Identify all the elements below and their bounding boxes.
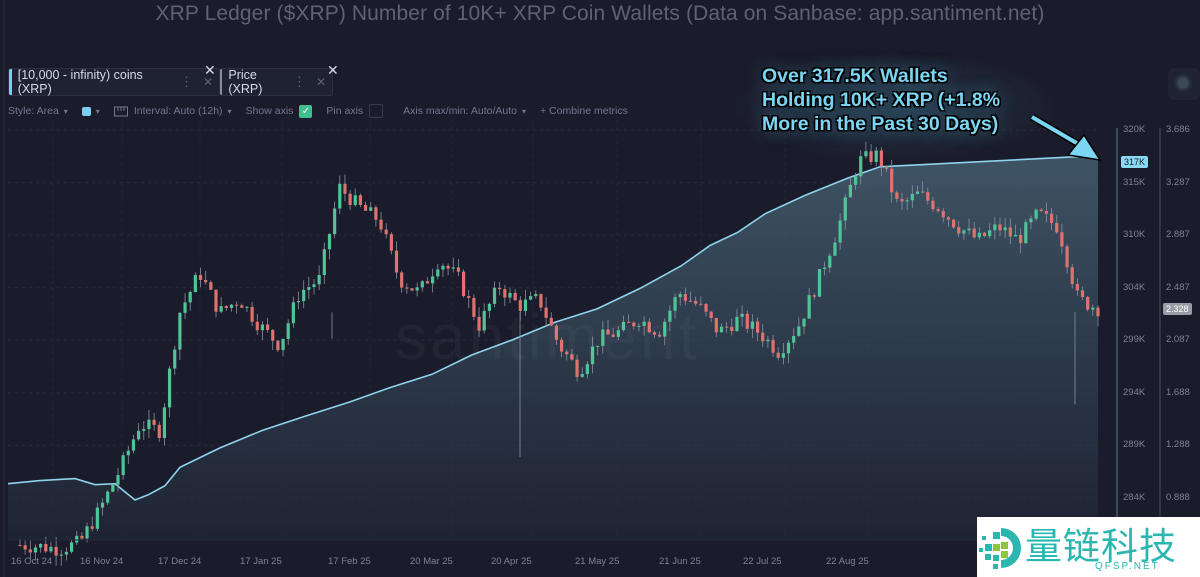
chart-toolbar: Style: Area ▾ ▾ Interval: Auto (12h) ▾ Sho… <box>8 104 642 118</box>
right-axis-tick: 1.288 <box>1166 439 1190 451</box>
right-axis-tick: 1.688 <box>1166 386 1190 398</box>
x-axis-tick: 17 Feb 25 <box>328 556 371 567</box>
current-price-tag: 2.328 <box>1163 303 1192 315</box>
annotation-line: Over 317.5K Wallets <box>762 65 948 87</box>
axis-maxmin-dropdown[interactable]: Axis max/min: Auto/Auto ▾ <box>403 105 526 117</box>
checkbox-checked-icon[interactable]: ✓ <box>299 104 313 118</box>
right-axis-tick: 3.686 <box>1166 124 1190 135</box>
annotation-text: Over 317.5K Wallets Holding 10K+ XRP (+1… <box>762 64 1000 136</box>
show-axis-toggle[interactable]: Show axis ✓ <box>245 104 313 118</box>
left-axis-tick: 310K <box>1123 229 1146 241</box>
wallets-area-series <box>7 154 1099 540</box>
logo-text-cn: 量链科技 <box>1025 525 1177 568</box>
logo-text-en: QFSP.NET <box>1095 561 1160 572</box>
logo: 量链科技 QFSP.NET <box>977 517 1200 577</box>
side-panel-button[interactable] <box>1168 68 1200 100</box>
x-axis-tick: 22 Jul 25 <box>743 556 782 567</box>
series-color-bar <box>220 69 223 95</box>
x-axis-tick: 16 Oct 24 <box>11 556 53 567</box>
series-color-bar <box>9 69 12 95</box>
color-picker[interactable]: ▾ <box>81 106 100 116</box>
annotation-arrow <box>1030 115 1082 147</box>
x-axis-tick: 20 Mar 25 <box>410 556 453 567</box>
left-axis-tick: 320K <box>1123 124 1146 135</box>
chevron-down-icon: ▾ <box>95 106 100 116</box>
metric-chip-price[interactable]: Price (XRP) ⋮ ✕ <box>219 68 333 96</box>
left-axis-tick: 284K <box>1123 492 1146 503</box>
annotation-line: More in the Past 30 Days) <box>762 113 999 135</box>
price-candlestick-series <box>18 141 1100 566</box>
kebab-icon[interactable]: ⋮ <box>292 74 306 89</box>
axis-maxmin-label: Axis max/min: Auto/Auto <box>403 105 517 117</box>
kebab-icon[interactable]: ⋮ <box>179 74 193 89</box>
right-axis-tick: 0.888 <box>1166 492 1190 503</box>
pin-axis-toggle[interactable]: Pin axis <box>326 104 384 118</box>
x-axis-tick: 17 Jan 25 <box>240 556 282 567</box>
interval-label: Interval: Auto (12h) <box>133 105 223 117</box>
close-icon[interactable]: ✕ <box>315 75 326 89</box>
annotation-arrowhead <box>1066 133 1102 161</box>
color-swatch <box>81 106 91 116</box>
combine-metrics-button[interactable]: + Combine metrics <box>540 105 628 117</box>
x-axis-tick: 22 Aug 25 <box>826 556 869 567</box>
x-axis-tick: 17 Dec 24 <box>158 556 202 567</box>
chevron-down-icon: ▾ <box>63 106 68 116</box>
checkbox-unchecked-icon[interactable] <box>369 104 384 118</box>
left-axis-tick: 294K <box>1123 386 1146 398</box>
metric-chip-label: Price (XRP) <box>228 68 263 96</box>
x-axis-tick: 16 Nov 24 <box>80 556 124 567</box>
left-axis-tick: 299K <box>1123 334 1146 346</box>
interval-dropdown[interactable]: Interval: Auto (12h) ▾ <box>113 105 232 117</box>
remove-metric-wallets-icon[interactable]: ✕ <box>204 62 216 78</box>
left-axis-tick: 304K <box>1123 281 1146 293</box>
watermark: santiment <box>395 300 699 374</box>
pin-axis-label: Pin axis <box>326 105 364 117</box>
current-wallets-tag: 317K <box>1121 156 1149 168</box>
chevron-down-icon: ▾ <box>227 106 232 116</box>
right-axis-tick: 2.487 <box>1166 281 1190 293</box>
chart-title: XRP Ledger ($XRP) Number of 10K+ XRP Coi… <box>155 2 1045 25</box>
chevron-down-icon: ▾ <box>521 106 526 116</box>
style-dropdown[interactable]: Style: Area ▾ <box>8 105 68 117</box>
metric-chip-label: [10,000 - infinity) coins (XRP) <box>17 68 143 96</box>
remove-metric-price-icon[interactable]: ✕ <box>327 62 339 78</box>
right-axis-tick: 2.087 <box>1166 334 1190 346</box>
left-axis-tick: 289K <box>1123 439 1146 451</box>
right-axis-tick: 3.287 <box>1166 176 1190 188</box>
left-axis-tick: 315K <box>1123 176 1146 188</box>
x-axis-tick: 21 May 25 <box>575 556 620 567</box>
style-label: Style: Area <box>8 105 59 117</box>
x-axis-tick: 20 Apr 25 <box>491 556 532 567</box>
right-axis-tick: 2.887 <box>1166 229 1190 241</box>
ruler-icon <box>113 106 128 116</box>
logo-mark-icon <box>979 528 1021 569</box>
annotation-glow <box>730 52 1060 162</box>
dot-icon <box>1178 78 1188 88</box>
annotation-line: Holding 10K+ XRP (+1.8% <box>762 89 1001 111</box>
close-icon[interactable]: ✕ <box>202 75 213 89</box>
show-axis-label: Show axis <box>245 105 294 117</box>
x-axis-tick: 21 Jun 25 <box>659 556 701 567</box>
